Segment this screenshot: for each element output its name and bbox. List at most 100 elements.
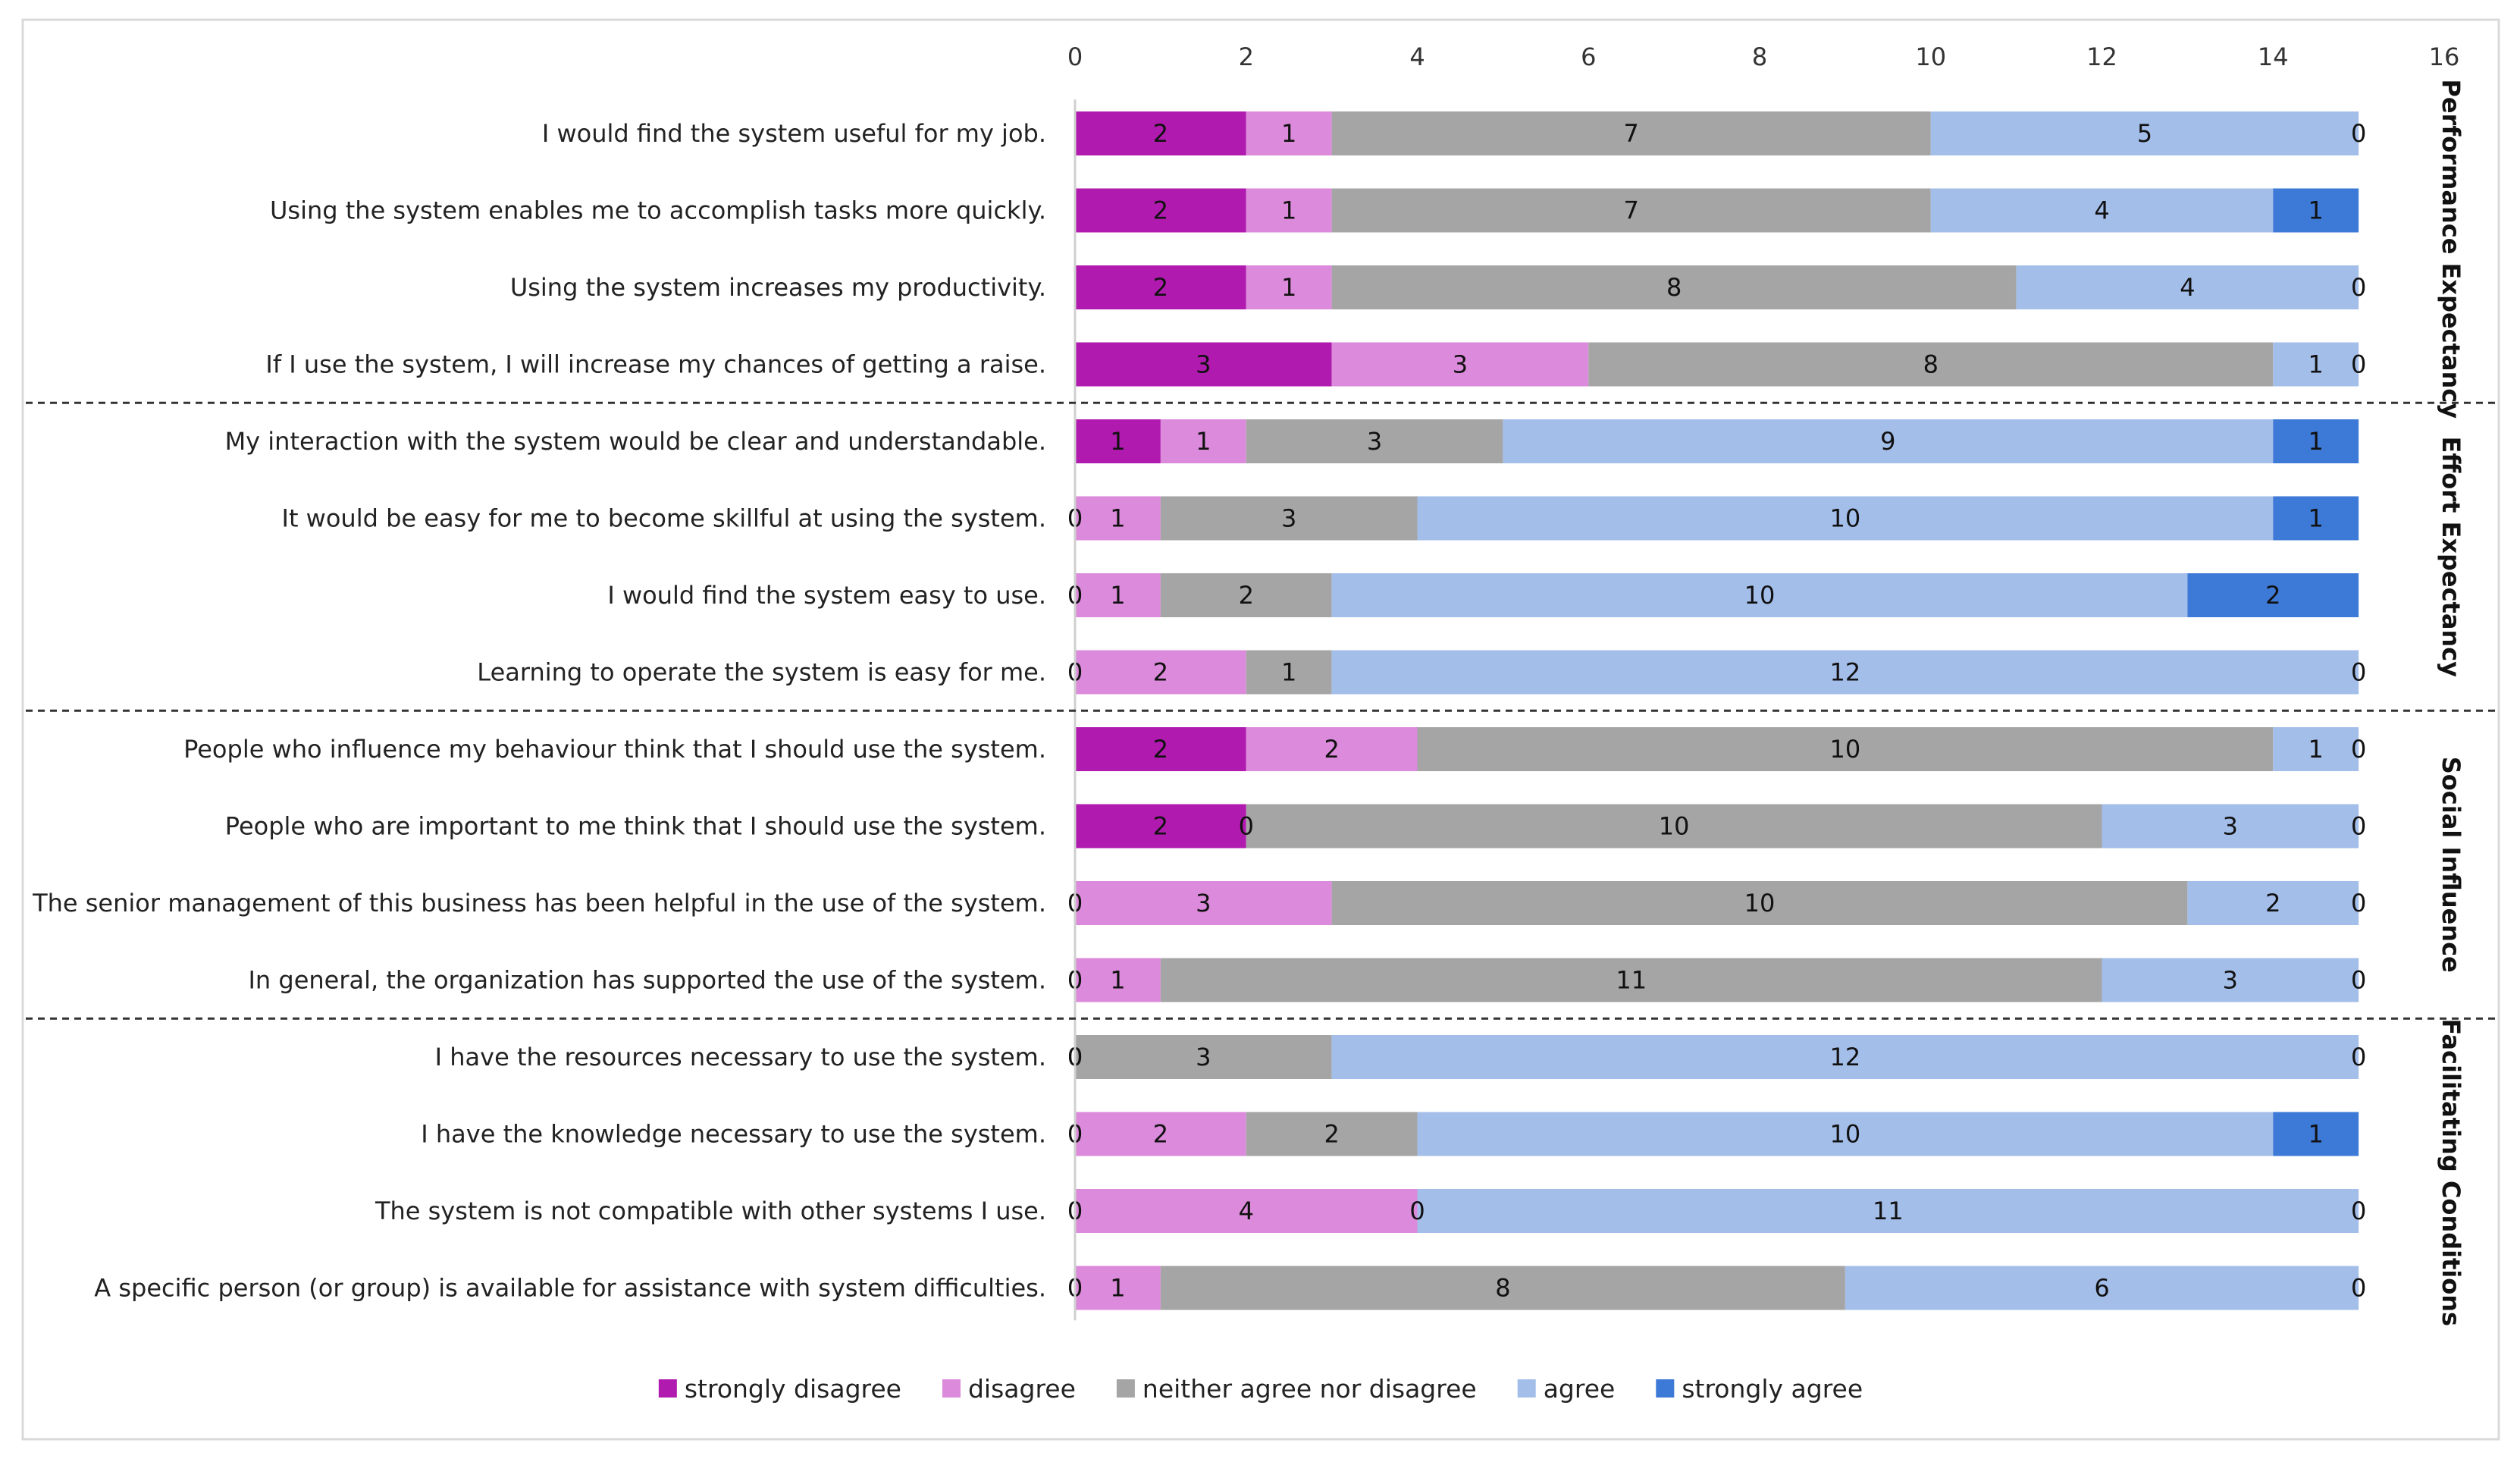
legend-swatch (942, 1379, 961, 1398)
legend-swatch (658, 1379, 677, 1398)
question-label: The system is not compatible with other … (375, 1197, 1046, 1225)
question-label: I would find the system easy to use. (607, 581, 1046, 610)
bar-segment-disagree (1331, 342, 1589, 387)
x-tick-label: 10 (1915, 42, 1946, 71)
legend-item-agree: agree (1517, 1374, 1615, 1404)
bar-segment-neither-agree-nor-disagree (1160, 496, 1418, 541)
bar-segment-strongly-agree (2273, 188, 2359, 233)
bar-segment-disagree (1075, 573, 1161, 617)
question-label: I have the knowledge necessary to use th… (421, 1120, 1046, 1149)
data-label: 3 (1196, 350, 1211, 379)
bar-segment-neither-agree-nor-disagree (1417, 727, 2274, 771)
bar-segment-disagree (1160, 419, 1246, 463)
question-label: People who influence my behaviour think … (183, 735, 1046, 764)
bar-segment-agree (2273, 342, 2359, 387)
group-label-performance-expectancy: Performance Expectancy (2437, 79, 2465, 419)
data-label: 3 (2223, 966, 2238, 995)
data-label: 2 (1239, 581, 1254, 610)
legend-label: disagree (968, 1374, 1076, 1404)
bar-segment-neither-agree-nor-disagree (1075, 1035, 1332, 1079)
bar-segment-agree (1417, 1189, 2359, 1233)
question-label: I have the resources necessary to use th… (435, 1043, 1046, 1071)
question-label: The senior management of this business h… (32, 889, 1046, 918)
data-label: 3 (1367, 427, 1382, 456)
data-label: 1 (1281, 119, 1296, 148)
bar-segment-agree (1331, 573, 2188, 617)
data-label: 0 (2351, 119, 2366, 148)
data-label: 2 (1324, 1120, 1339, 1149)
x-tick-label: 12 (2086, 42, 2117, 71)
bar-segment-disagree (1246, 265, 1332, 309)
bar-segment-disagree (1075, 650, 1246, 695)
bar-segment-neither-agree-nor-disagree (1331, 188, 1931, 233)
data-label: 8 (1666, 273, 1682, 302)
data-label: 1 (1196, 427, 1211, 456)
bar-segment-agree (1417, 496, 2274, 541)
data-label: 3 (1196, 1043, 1211, 1071)
question-label: People who are important to me think tha… (225, 812, 1046, 841)
data-label: 2 (2265, 889, 2280, 918)
data-label: 0 (2351, 812, 2366, 841)
data-label: 1 (1281, 658, 1296, 687)
legend-item-strongly-disagree: strongly disagree (658, 1374, 901, 1404)
group-label-effort-expectancy: Effort Expectancy (2437, 436, 2465, 677)
data-label: 2 (1153, 1120, 1168, 1149)
bar-segment-strongly-agree (2187, 573, 2359, 617)
bar-segment-agree (2187, 881, 2359, 925)
data-label: 0 (2351, 1197, 2366, 1225)
legend-item-strongly-agree: strongly agree (1656, 1374, 1863, 1404)
data-label: 10 (1659, 812, 1690, 841)
bar-segment-agree (1930, 111, 2359, 155)
data-label: 8 (1923, 350, 1939, 379)
data-label: 5 (2137, 119, 2152, 148)
data-label: 11 (1873, 1197, 1904, 1225)
data-label: 2 (1153, 196, 1168, 225)
question-label: I would find the system useful for my jo… (542, 119, 1046, 148)
bar-segment-strongly-disagree (1075, 419, 1161, 463)
bar-segment-neither-agree-nor-disagree (1246, 419, 1503, 463)
data-label: 9 (1880, 427, 1895, 456)
x-tick-label: 6 (1581, 42, 1596, 71)
data-label: 4 (2094, 196, 2109, 225)
bar-segment-neither-agree-nor-disagree (1246, 650, 1332, 695)
bar-segment-strongly-disagree (1075, 804, 1246, 849)
question-label: In general, the organization has support… (248, 966, 1046, 995)
data-label: 0 (2351, 1043, 2366, 1071)
bar-segment-disagree (1246, 727, 1418, 771)
question-label: Learning to operate the system is easy f… (477, 658, 1046, 687)
bar-segment-agree (1331, 1035, 2359, 1079)
bar-segment-disagree (1075, 1189, 1418, 1233)
data-label: 1 (1281, 273, 1296, 302)
data-label: 0 (2351, 889, 2366, 918)
data-label: 7 (1624, 196, 1639, 225)
bar-segment-disagree (1246, 111, 1332, 155)
data-label: 1 (1110, 966, 1125, 995)
data-label: 1 (2308, 350, 2324, 379)
bar-segment-agree (2102, 804, 2359, 849)
bar-segment-neither-agree-nor-disagree (1331, 265, 2017, 309)
x-tick-label: 0 (1067, 42, 1083, 71)
legend-swatch (1116, 1379, 1135, 1398)
data-label: 10 (1744, 889, 1776, 918)
x-tick-label: 2 (1239, 42, 1254, 71)
data-label: 1 (2308, 196, 2324, 225)
data-label: 1 (1281, 196, 1296, 225)
data-label: 0 (2351, 966, 2366, 995)
data-label: 2 (1153, 119, 1168, 148)
bar-segment-agree (2273, 727, 2359, 771)
legend-item-disagree: disagree (942, 1374, 1076, 1404)
data-label: 1 (1110, 504, 1125, 533)
bar-segment-agree (1417, 1112, 2274, 1156)
data-label: 1 (1110, 1274, 1125, 1303)
bar-segment-neither-agree-nor-disagree (1331, 881, 2188, 925)
data-label: 11 (1616, 966, 1647, 995)
bar-segment-neither-agree-nor-disagree (1246, 804, 2102, 849)
bar-segment-neither-agree-nor-disagree (1160, 1266, 1845, 1310)
bar-segment-agree (1503, 419, 2274, 463)
data-label: 0 (2351, 735, 2366, 764)
bar-segment-agree (2016, 265, 2359, 309)
bar-segment-neither-agree-nor-disagree (1160, 573, 1332, 617)
data-label: 1 (1110, 427, 1125, 456)
bar-segment-strongly-disagree (1075, 188, 1246, 233)
bar-segment-disagree (1246, 188, 1332, 233)
